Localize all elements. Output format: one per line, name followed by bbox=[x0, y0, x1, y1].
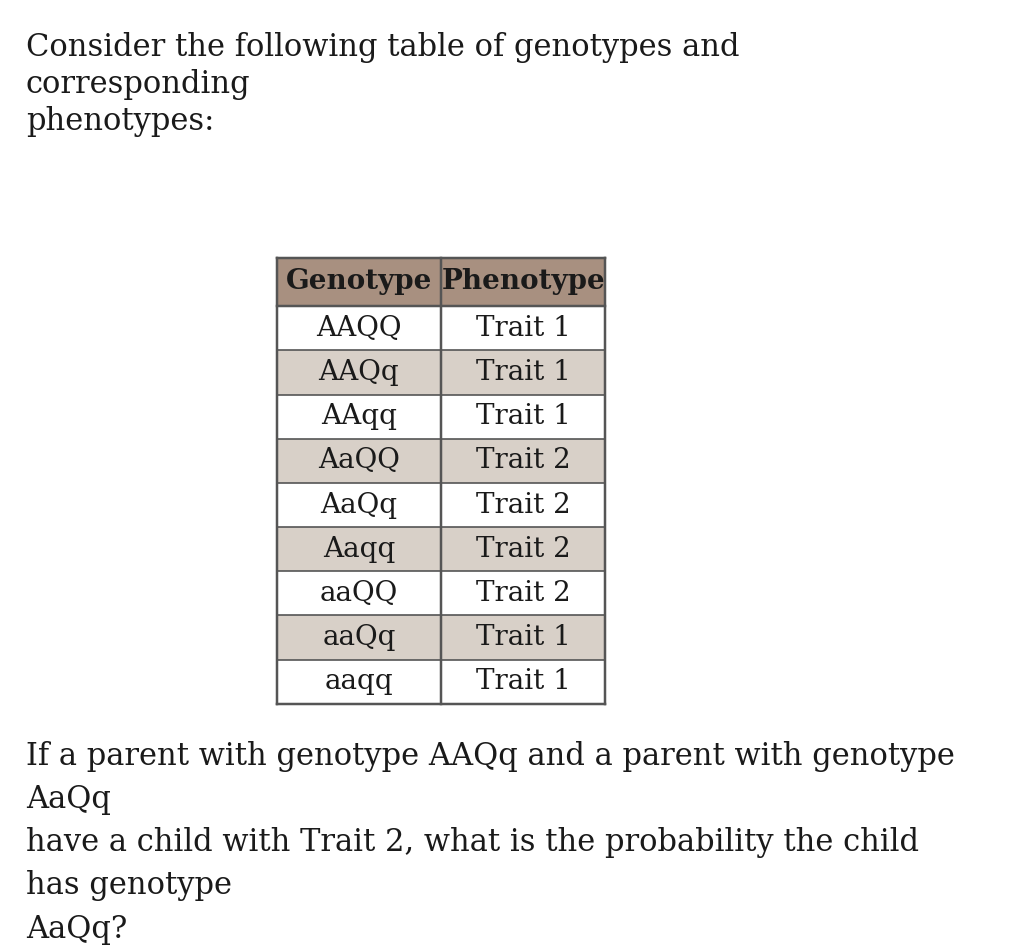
Text: Trait 2: Trait 2 bbox=[476, 580, 570, 607]
Text: AaQq: AaQq bbox=[321, 492, 397, 518]
Text: Trait 2: Trait 2 bbox=[476, 492, 570, 518]
Text: aaQq: aaQq bbox=[323, 624, 395, 651]
Text: Trait 1: Trait 1 bbox=[476, 403, 570, 430]
FancyBboxPatch shape bbox=[276, 439, 441, 483]
FancyBboxPatch shape bbox=[441, 571, 605, 616]
Text: AaQQ: AaQQ bbox=[318, 447, 400, 474]
FancyBboxPatch shape bbox=[276, 571, 441, 616]
Text: Aaqq: Aaqq bbox=[323, 535, 395, 563]
Text: Trait 2: Trait 2 bbox=[476, 535, 570, 563]
Text: phenotypes:: phenotypes: bbox=[26, 106, 214, 137]
Text: AAqq: AAqq bbox=[321, 403, 397, 430]
Text: Trait 1: Trait 1 bbox=[476, 359, 570, 386]
FancyBboxPatch shape bbox=[441, 659, 605, 704]
FancyBboxPatch shape bbox=[441, 307, 605, 350]
FancyBboxPatch shape bbox=[276, 616, 441, 659]
Text: If a parent with genotype AAQq and a parent with genotype: If a parent with genotype AAQq and a par… bbox=[26, 741, 954, 772]
Text: have a child with Trait 2, what is the probability the child: have a child with Trait 2, what is the p… bbox=[26, 827, 919, 858]
Text: has genotype: has genotype bbox=[26, 870, 232, 902]
Text: Trait 1: Trait 1 bbox=[476, 668, 570, 695]
FancyBboxPatch shape bbox=[441, 616, 605, 659]
Text: aaQQ: aaQQ bbox=[319, 580, 398, 607]
FancyBboxPatch shape bbox=[276, 307, 441, 350]
Text: Genotype: Genotype bbox=[286, 269, 432, 295]
Text: Trait 2: Trait 2 bbox=[476, 447, 570, 474]
Text: Consider the following table of genotypes and: Consider the following table of genotype… bbox=[26, 32, 739, 63]
FancyBboxPatch shape bbox=[276, 394, 441, 439]
Text: Trait 1: Trait 1 bbox=[476, 315, 570, 342]
FancyBboxPatch shape bbox=[276, 350, 441, 394]
FancyBboxPatch shape bbox=[276, 257, 441, 307]
FancyBboxPatch shape bbox=[276, 659, 441, 704]
FancyBboxPatch shape bbox=[441, 483, 605, 527]
FancyBboxPatch shape bbox=[441, 527, 605, 571]
Text: Trait 1: Trait 1 bbox=[476, 624, 570, 651]
FancyBboxPatch shape bbox=[276, 483, 441, 527]
Text: AaQq?: AaQq? bbox=[26, 914, 127, 945]
FancyBboxPatch shape bbox=[441, 394, 605, 439]
FancyBboxPatch shape bbox=[276, 527, 441, 571]
Text: corresponding: corresponding bbox=[26, 69, 251, 100]
FancyBboxPatch shape bbox=[441, 439, 605, 483]
Text: AAQQ: AAQQ bbox=[316, 315, 401, 342]
Text: Phenotype: Phenotype bbox=[441, 269, 605, 295]
Text: aaqq: aaqq bbox=[325, 668, 393, 695]
FancyBboxPatch shape bbox=[441, 257, 605, 307]
FancyBboxPatch shape bbox=[441, 350, 605, 394]
Text: AaQq: AaQq bbox=[26, 784, 111, 815]
Text: AAQq: AAQq bbox=[318, 359, 399, 386]
